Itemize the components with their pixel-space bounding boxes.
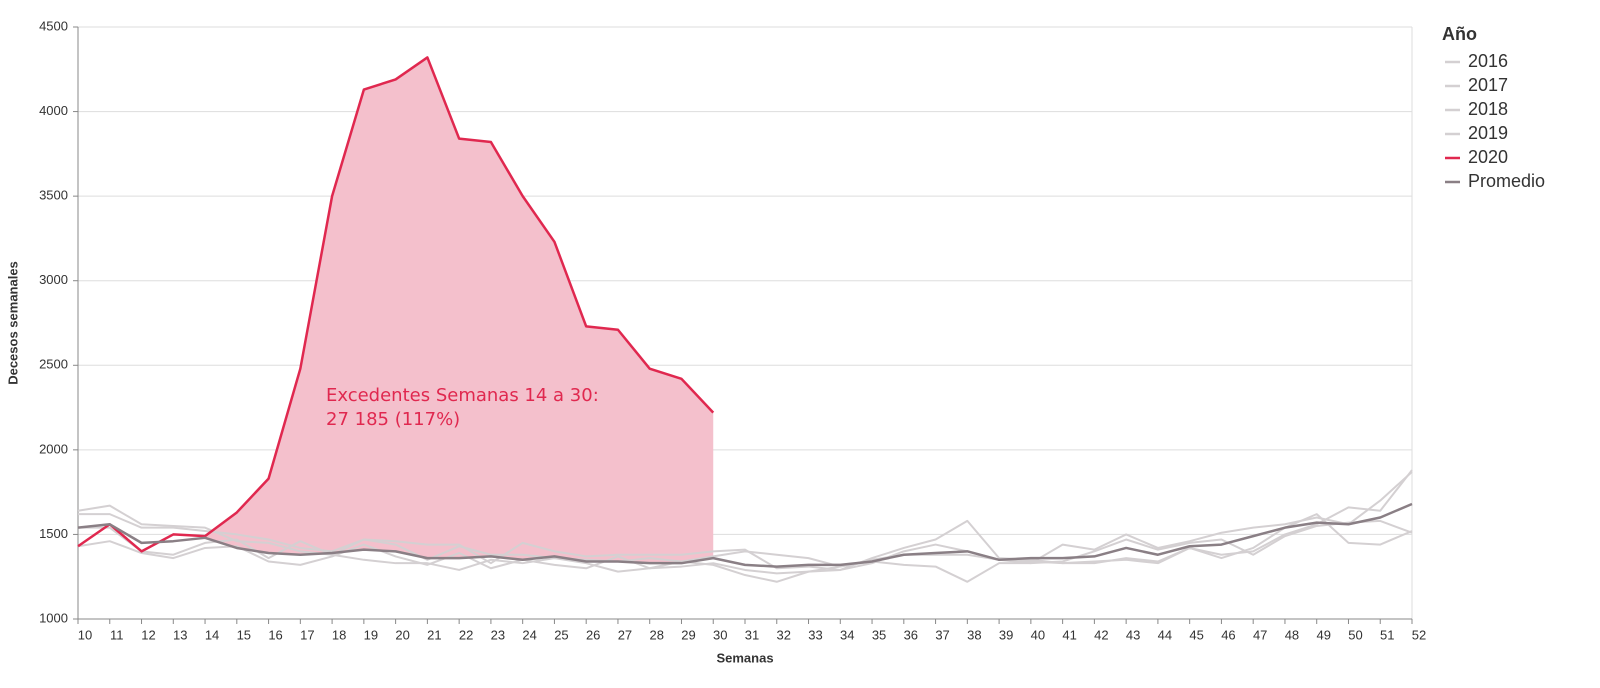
x-tick-label: 41 — [1062, 627, 1076, 642]
x-tick-label: 36 — [904, 627, 918, 642]
x-tick-label: 18 — [332, 627, 346, 642]
y-tick-label: 2500 — [39, 357, 68, 372]
x-tick-label: 49 — [1316, 627, 1330, 642]
x-tick-label: 10 — [78, 627, 92, 642]
legend-title: Año — [1442, 24, 1477, 44]
series-line — [78, 513, 1413, 571]
x-tick-label: 29 — [681, 627, 695, 642]
x-tick-label: 32 — [777, 627, 791, 642]
x-tick-label: 26 — [586, 627, 600, 642]
legend-label: 2016 — [1468, 51, 1508, 71]
y-tick-label: 2000 — [39, 441, 68, 456]
x-tick-label: 35 — [872, 627, 886, 642]
x-tick-label: 13 — [173, 627, 187, 642]
x-tick-label: 12 — [141, 627, 155, 642]
x-tick-label: 14 — [205, 627, 219, 642]
x-tick-label: 11 — [110, 627, 124, 642]
x-tick-label: 39 — [999, 627, 1013, 642]
legend-label: Promedio — [1468, 171, 1545, 191]
y-tick-label: 3000 — [39, 272, 68, 287]
series-line — [77, 471, 1413, 583]
x-tick-label: 28 — [649, 627, 663, 642]
legend-label: 2020 — [1468, 147, 1508, 167]
y-tick-label: 4000 — [39, 103, 68, 118]
y-tick-label: 1500 — [39, 526, 68, 541]
y-tick-label: 3500 — [39, 188, 68, 203]
x-tick-label: 42 — [1094, 627, 1108, 642]
legend-label: 2019 — [1468, 123, 1508, 143]
x-tick-label: 37 — [935, 627, 949, 642]
x-tick-label: 22 — [459, 627, 473, 642]
y-tick-label: 1000 — [39, 610, 68, 625]
annotation: 27 185 (117%) — [326, 409, 460, 430]
x-tick-label: 30 — [713, 627, 727, 642]
x-tick-label: 31 — [745, 627, 759, 642]
x-tick-label: 38 — [967, 627, 981, 642]
x-tick-label: 47 — [1253, 627, 1267, 642]
x-tick-label: 51 — [1380, 627, 1394, 642]
x-tick-label: 19 — [364, 627, 378, 642]
x-tick-label: 25 — [554, 627, 568, 642]
legend-label: 2018 — [1468, 99, 1508, 119]
x-tick-label: 20 — [395, 627, 409, 642]
x-tick-label: 52 — [1412, 627, 1426, 642]
x-tick-label: 44 — [1158, 627, 1172, 642]
x-tick-label: 21 — [427, 627, 441, 642]
x-tick-label: 50 — [1348, 627, 1362, 642]
x-tick-label: 43 — [1126, 627, 1140, 642]
x-tick-label: 45 — [1189, 627, 1203, 642]
excess-area — [205, 57, 714, 564]
series-line — [77, 502, 1413, 568]
x-tick-label: 27 — [618, 627, 632, 642]
series-line — [77, 56, 715, 553]
x-tick-label: 34 — [840, 627, 854, 642]
y-tick-label: 4500 — [39, 18, 68, 33]
x-tick-label: 24 — [522, 627, 536, 642]
x-tick-label: 40 — [1031, 627, 1045, 642]
x-tick-label: 33 — [808, 627, 822, 642]
x-tick-label: 16 — [268, 627, 282, 642]
x-tick-label: 17 — [300, 627, 314, 642]
y-axis-label: Decesos semanales — [5, 261, 20, 385]
x-tick-label: 23 — [491, 627, 505, 642]
x-tick-label: 48 — [1285, 627, 1299, 642]
x-tick-label: 15 — [237, 627, 251, 642]
x-axis-label: Semanas — [716, 650, 773, 665]
series-line — [78, 519, 1413, 568]
annotation: Excedentes Semanas 14 a 30: — [326, 385, 599, 406]
legend-label: 2017 — [1468, 75, 1508, 95]
x-tick-label: 46 — [1221, 627, 1235, 642]
